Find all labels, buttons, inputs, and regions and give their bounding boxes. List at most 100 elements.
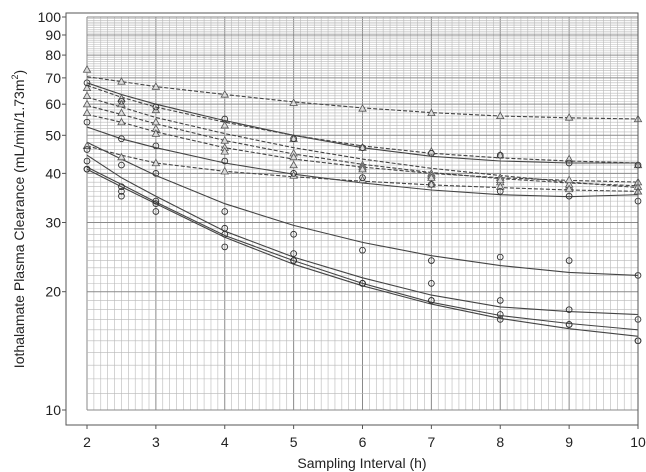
triangle-point [82, 99, 92, 108]
circle-point [428, 297, 435, 304]
y-axis-label-main: Iothalamate Plasma Clearance (mL/min/1.7… [11, 80, 27, 369]
triangle-point [117, 108, 126, 117]
fit-curve-7 [86, 82, 638, 164]
circle-point [359, 246, 366, 254]
x-axis-label: Sampling Interval (h) [297, 455, 426, 471]
circle-point [221, 208, 229, 215]
plot-frame [65, 12, 639, 426]
circle-point [428, 181, 435, 188]
circle-point [565, 192, 573, 200]
triangle-point [495, 182, 505, 190]
circle-point [496, 316, 504, 323]
circle-point [83, 165, 91, 173]
triangle-point [289, 171, 298, 179]
y-tick-label: 60 [45, 96, 61, 112]
x-tick-label: 7 [427, 434, 435, 450]
triangle-point [289, 98, 298, 106]
y-tick-label: 10 [45, 402, 61, 418]
circle-point [221, 115, 229, 123]
axes: 2 3 4 5 6 7 8 9 10 10 20 30 40 50 60 70 80 90 100 [38, 9, 646, 450]
triangle-point [564, 154, 574, 163]
circle-point [290, 257, 297, 264]
y-tick-label: 50 [45, 127, 61, 143]
circle-point [359, 280, 366, 287]
circle-point [565, 159, 573, 167]
circle-point [118, 161, 125, 169]
circle-point [496, 297, 504, 304]
triangle-point [495, 111, 505, 120]
triangle-point [289, 152, 298, 161]
y-axis-label-superscript: 2 [10, 74, 20, 79]
fit-curve-2 [86, 84, 639, 164]
circle-point [83, 79, 91, 87]
circle-point [428, 280, 435, 287]
triangle-point [220, 136, 230, 144]
y-tick-label: 40 [45, 165, 61, 181]
circle-point [83, 118, 91, 126]
fit-curve-5 [86, 113, 639, 183]
circle-point [83, 146, 91, 153]
y-tick-label: 100 [38, 9, 62, 25]
circle-point [496, 253, 504, 261]
circle-point [428, 149, 435, 157]
triangle-point [427, 108, 436, 117]
circle-point [496, 311, 504, 318]
fit-curve-10 [86, 154, 639, 316]
triangle-point [220, 120, 230, 129]
circle-point [221, 243, 229, 251]
triangle-point [82, 83, 92, 92]
y-tick-label: 20 [45, 284, 61, 300]
data-points [82, 65, 643, 345]
triangle-point [564, 175, 574, 184]
grid [86, 16, 639, 411]
triangle-point [289, 160, 298, 169]
circle-point [118, 98, 125, 105]
circle-point [496, 151, 504, 159]
x-tick-label: 4 [221, 434, 229, 450]
triangle-point [220, 146, 230, 155]
circle-point [152, 197, 160, 205]
circle-point [152, 200, 160, 208]
fit-curve-8 [86, 126, 639, 198]
circle-point [359, 144, 366, 152]
x-tick-label: 9 [565, 434, 573, 450]
triangle-point [151, 129, 161, 137]
x-tick-label: 3 [152, 434, 160, 450]
x-tick-label: 5 [290, 434, 298, 450]
y-tick-label: 30 [45, 214, 61, 230]
circle-point [221, 157, 229, 165]
circle-point [118, 183, 125, 191]
fit-curve-9 [86, 141, 639, 276]
triangle-point [358, 175, 367, 184]
circle-point [152, 103, 160, 111]
fit-curve-3 [86, 96, 639, 189]
triangle-point [82, 108, 92, 117]
triangle-point [564, 113, 574, 121]
triangle-point [220, 90, 230, 98]
circle-point [565, 257, 573, 264]
triangle-point [151, 82, 161, 90]
fit-curve-12 [86, 168, 639, 337]
circle-point [496, 188, 504, 195]
circle-point [118, 192, 125, 200]
fit-curve-1 [86, 76, 639, 120]
circle-point [565, 321, 573, 328]
triangle-point [117, 152, 126, 161]
circle-point [290, 230, 297, 238]
y-tick-label: 80 [45, 47, 61, 63]
triangle-point [82, 91, 92, 99]
y-tick-label: 90 [45, 27, 61, 43]
circle-point [428, 257, 435, 264]
y-axis-label-end: ) [11, 70, 27, 75]
circle-point [152, 208, 160, 215]
fit-curve-4 [86, 105, 639, 187]
fit-curves [86, 76, 639, 337]
circle-point [221, 230, 229, 238]
circle-point [83, 157, 91, 165]
x-tick-label: 8 [496, 434, 504, 450]
circle-point [118, 188, 125, 195]
triangle-point [564, 184, 574, 193]
triangle-point [220, 166, 230, 175]
circle-point [290, 135, 297, 143]
